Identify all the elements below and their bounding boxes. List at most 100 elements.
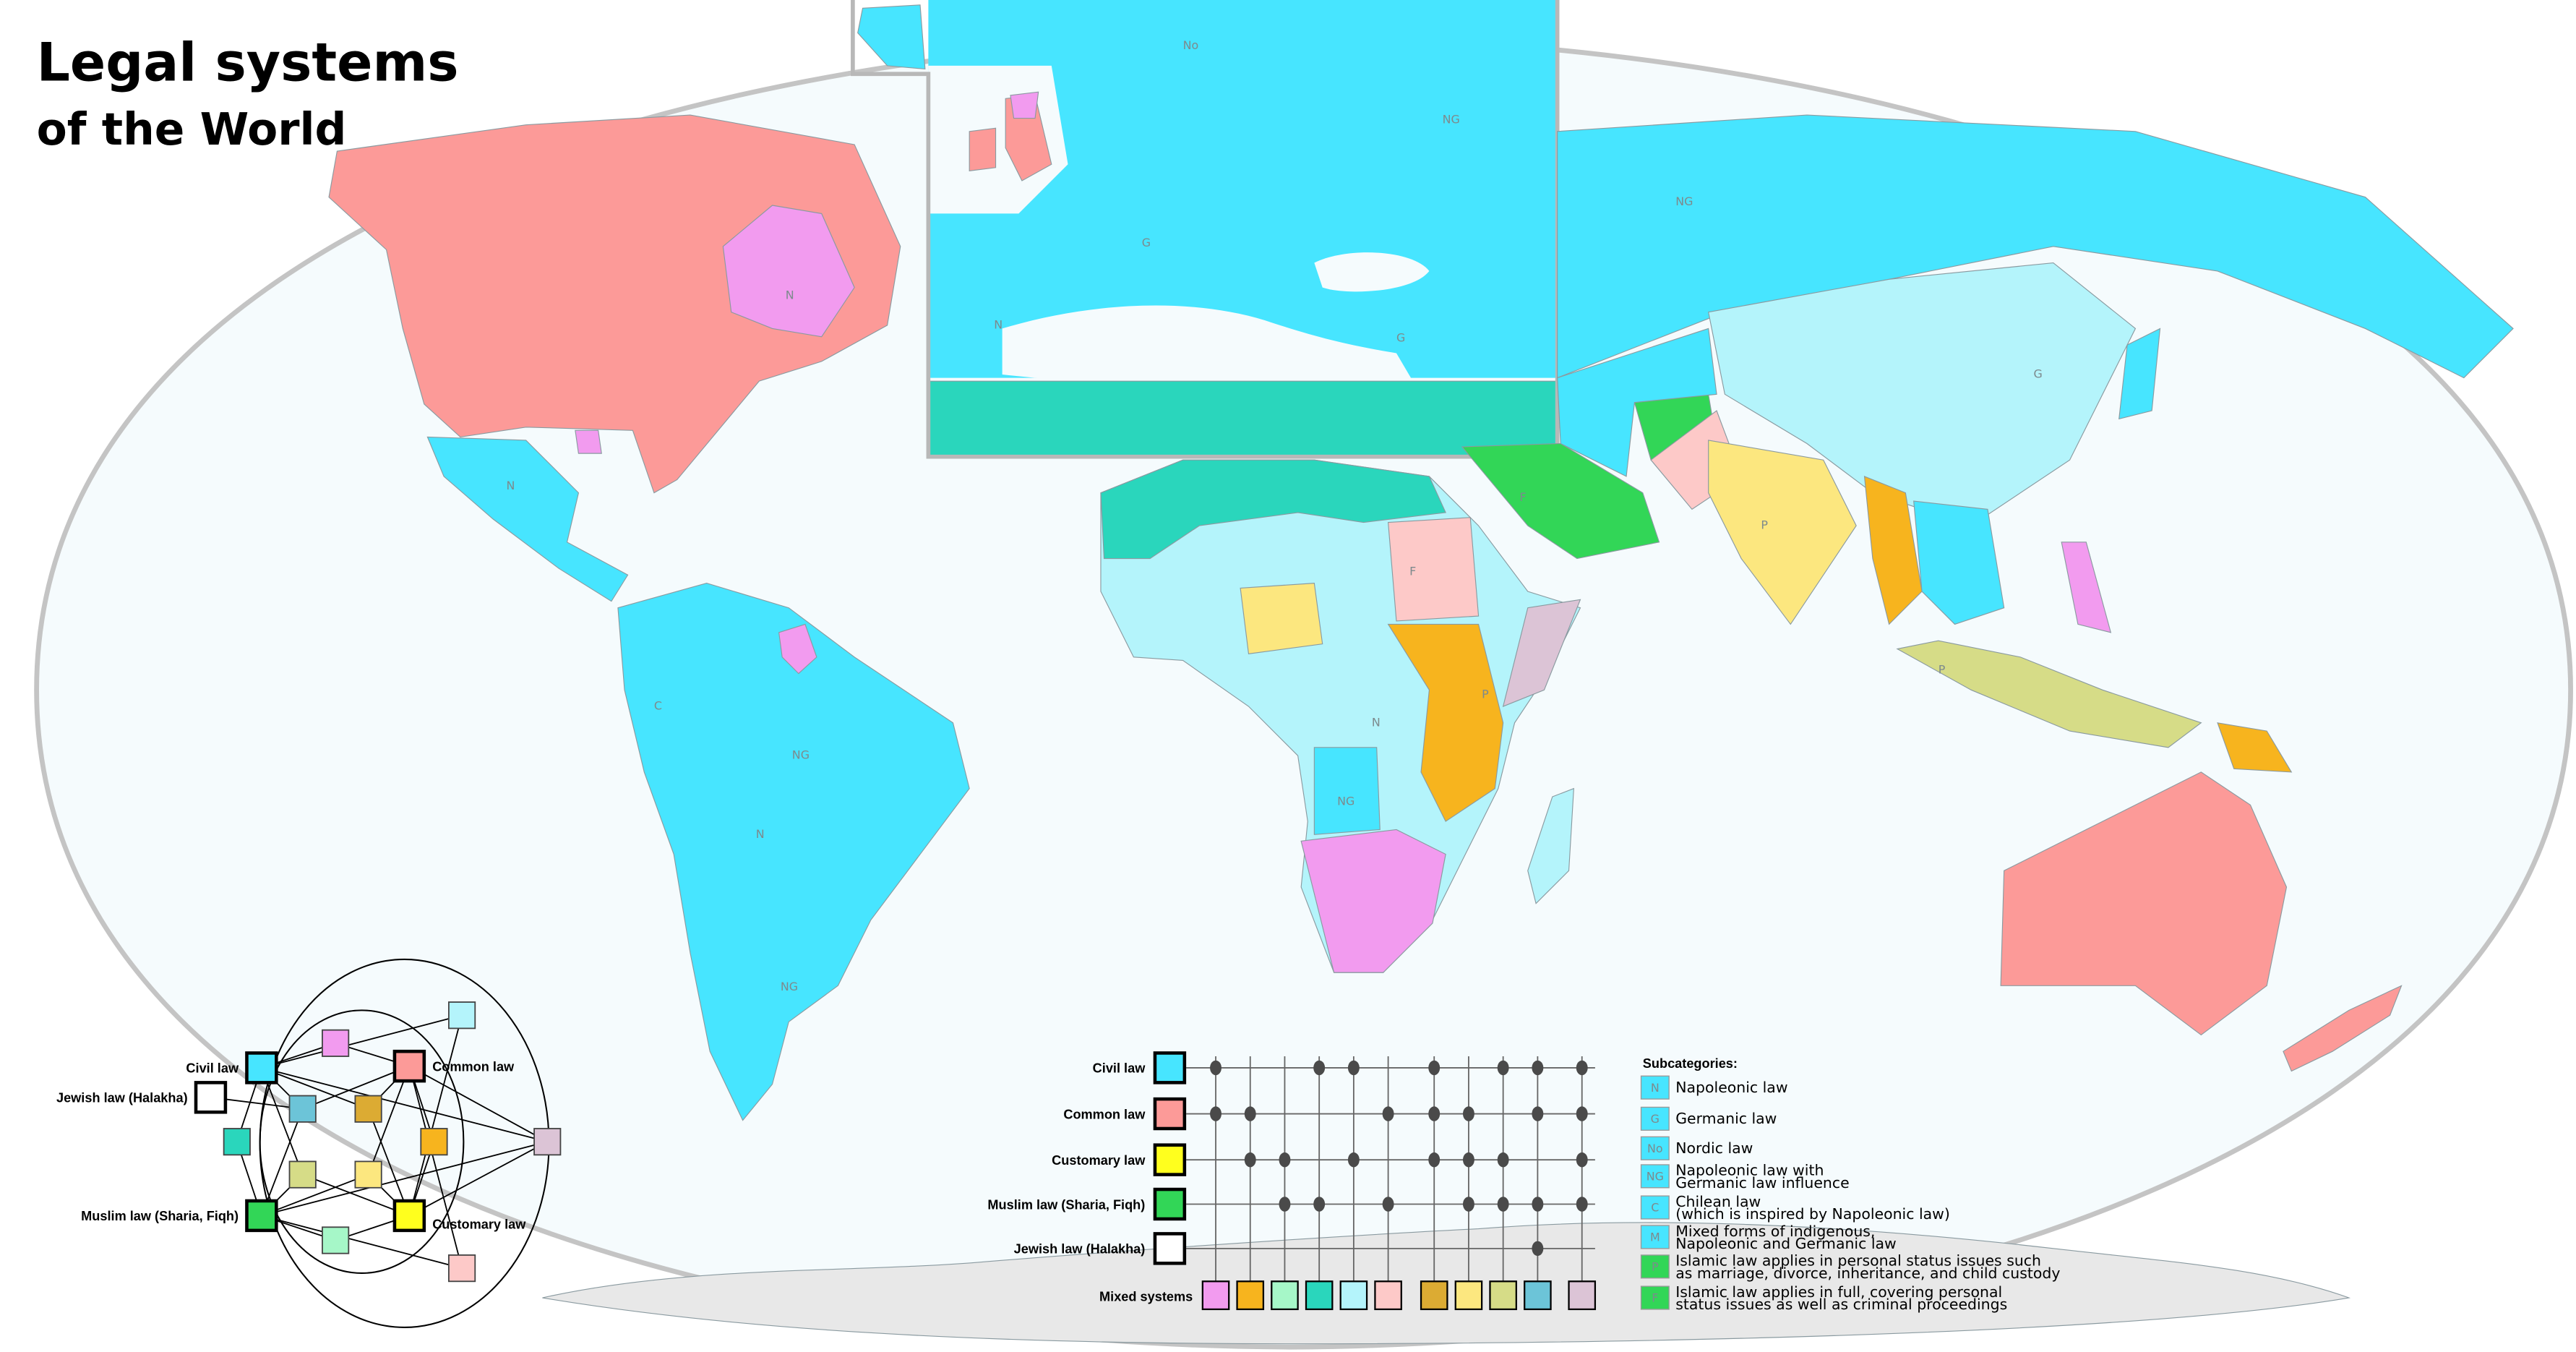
mixed-systems-label: Mixed systems: [1099, 1290, 1193, 1304]
matrix-membership-dot: [1210, 1106, 1222, 1121]
madagascar: [1527, 787, 1574, 904]
map-label: F: [1409, 564, 1416, 578]
subcategory-label: Napoleonic law: [1675, 1079, 1787, 1096]
matrix-swatch-muslim: [1153, 1187, 1187, 1221]
diagram-connector: [367, 1066, 411, 1175]
mixed-system-swatch: [1374, 1280, 1402, 1311]
diagram-connector: [302, 1065, 410, 1110]
diagram-label-customary: Customary law: [432, 1218, 526, 1232]
map-label: G: [2034, 367, 2043, 381]
greenland: [857, 4, 926, 70]
south-america: [617, 583, 970, 1121]
southern-africa: [1300, 829, 1446, 973]
matrix-membership-dot: [1532, 1241, 1544, 1257]
diagram-label-common: Common law: [432, 1059, 515, 1074]
matrix-membership-dot: [1428, 1060, 1441, 1076]
guyana: [778, 623, 817, 675]
map-label: NG: [1675, 194, 1693, 208]
map-label: N: [1372, 715, 1381, 729]
map-label: G: [1142, 236, 1151, 249]
diagram-node-civil: [245, 1051, 278, 1084]
matrix-membership-dot: [1497, 1060, 1509, 1076]
nigeria: [1240, 583, 1323, 654]
matrix-membership-dot: [1210, 1060, 1222, 1076]
map-label: F: [1519, 490, 1526, 504]
matrix-membership-dot: [1428, 1152, 1441, 1168]
subcategory-code: No: [1647, 1142, 1663, 1155]
subcategory-label: Germanic law: [1675, 1110, 1777, 1127]
diagram-mixed-node: [448, 1001, 476, 1030]
subcategory-code: NG: [1647, 1170, 1664, 1184]
mixed-system-swatch: [1236, 1280, 1265, 1311]
indochina: [1913, 500, 2005, 625]
diagram-connector: [261, 1215, 463, 1269]
matrix-membership-dot: [1497, 1197, 1509, 1212]
matrix-row-label: Jewish law (Halakha): [1014, 1242, 1146, 1257]
diagram-connector: [302, 1173, 410, 1217]
subcategory-label: (which is inspired by Napoleonic law): [1675, 1205, 1950, 1223]
diagram-connector: [261, 1141, 548, 1217]
matrix-membership-dot: [1244, 1106, 1256, 1121]
matrix-membership-dot: [1532, 1060, 1544, 1076]
matrix-membership-dot: [1382, 1197, 1394, 1212]
mixed-system-swatch: [1339, 1280, 1368, 1311]
matrix-membership-dot: [1497, 1152, 1509, 1168]
subcategory-code: G: [1651, 1112, 1660, 1126]
diagram-connector: [261, 1108, 304, 1216]
diagram-label-muslim: Muslim law (Sharia, Fiqh): [81, 1209, 239, 1223]
india: [1708, 440, 1857, 625]
diagram-connector: [261, 1067, 369, 1110]
subcategory-code: M: [1650, 1231, 1660, 1244]
matrix-membership-dot: [1576, 1060, 1588, 1076]
subcategory-label: Napoleonic law with: [1675, 1162, 1824, 1179]
mexico: [426, 436, 629, 602]
diagram-connector: [261, 1173, 369, 1217]
diagram-mixed-node: [354, 1160, 382, 1189]
diagram-mixed-node: [533, 1128, 562, 1156]
matrix-membership-dot: [1462, 1152, 1474, 1168]
diagram-label-jewish: Jewish law (Halakha): [56, 1091, 188, 1105]
subcategory-code: F: [1652, 1291, 1658, 1305]
matrix-row-label: Common law: [1063, 1107, 1146, 1121]
matrix-membership-dot: [1313, 1197, 1326, 1212]
subcategory-label: status issues as well as criminal procee…: [1675, 1296, 2007, 1313]
angola: [1313, 747, 1381, 835]
black-sea: [1314, 252, 1430, 292]
diagram-inner-ring: [259, 1009, 465, 1274]
subcategory-label: Chilean law: [1675, 1193, 1761, 1210]
map-label: P: [1482, 688, 1489, 701]
matrix-membership-dot: [1576, 1152, 1588, 1168]
subcategory-swatch: [1640, 1195, 1670, 1220]
map-label: NG: [1337, 794, 1354, 808]
diagram-node-customary: [392, 1199, 426, 1233]
subcategory-label: as marriage, divorce, inheritance, and c…: [1675, 1265, 2060, 1282]
mixed-system-swatch: [1568, 1280, 1597, 1311]
subcategory-label: Germanic law influence: [1675, 1174, 1849, 1191]
diagram-connector: [261, 1067, 304, 1175]
matrix-membership-dot: [1462, 1197, 1474, 1212]
subcategory-swatch: [1640, 1285, 1670, 1310]
sudan: [1387, 517, 1480, 622]
mixed-system-swatch: [1305, 1280, 1334, 1311]
matrix-membership-dot: [1462, 1106, 1474, 1121]
map-label: N: [506, 479, 515, 492]
map-label: NG: [781, 980, 798, 993]
mixed-system-swatch: [1271, 1280, 1299, 1311]
central-asia: [1557, 328, 1717, 477]
china: [1708, 262, 2137, 526]
matrix-membership-dot: [1313, 1060, 1326, 1076]
matrix-membership-dot: [1532, 1106, 1544, 1121]
subcategories-title: Subcategories:: [1643, 1056, 1738, 1071]
new-zealand: [2283, 985, 2403, 1072]
mediterranean-sea: [1002, 305, 1413, 395]
matrix-swatch-jewish: [1153, 1232, 1187, 1265]
diagram-mixed-node: [354, 1095, 382, 1123]
diagram-mixed-node: [322, 1029, 350, 1057]
matrix-row-label: Civil law: [1093, 1061, 1146, 1076]
diagram-node-common: [392, 1049, 426, 1083]
east-africa: [1387, 623, 1504, 822]
diagram-mixed-node: [322, 1226, 350, 1254]
subcategory-code: P: [1652, 1260, 1659, 1274]
matrix-swatch-customary: [1153, 1143, 1187, 1176]
subcategory-code: N: [1651, 1081, 1660, 1095]
